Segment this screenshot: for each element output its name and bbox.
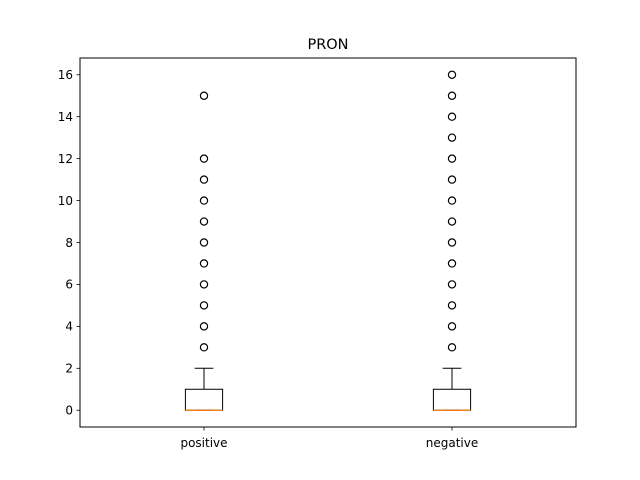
- outlier-point: [199, 280, 209, 289]
- outlier-point: [447, 343, 457, 352]
- x-tick-label: positive: [180, 436, 227, 450]
- outlier-point: [447, 301, 457, 310]
- outlier-point: [447, 154, 457, 163]
- outlier-point: [199, 154, 209, 163]
- outlier-point: [447, 112, 457, 121]
- outlier-point: [447, 196, 457, 205]
- outlier-point: [447, 322, 457, 331]
- chart-title: PRON: [307, 37, 348, 53]
- outlier-point: [447, 175, 457, 184]
- outlier-point: [447, 70, 457, 79]
- outlier-point: [199, 175, 209, 184]
- y-tick-label: 16: [58, 68, 73, 82]
- outlier-point: [199, 343, 209, 352]
- outlier-point: [447, 280, 457, 289]
- outlier-point: [199, 91, 209, 100]
- outlier-point: [447, 91, 457, 100]
- outlier-point: [447, 238, 457, 247]
- plot-area: [184, 70, 472, 411]
- y-tick-label: 0: [65, 404, 73, 418]
- y-tick-label: 12: [58, 152, 73, 166]
- y-tick-label: 2: [65, 362, 73, 376]
- outlier-point: [199, 196, 209, 205]
- outlier-point: [199, 322, 209, 331]
- outlier-point: [199, 259, 209, 268]
- outlier-point: [199, 217, 209, 226]
- outlier-point: [199, 301, 209, 310]
- y-tick-label: 6: [65, 278, 73, 292]
- outlier-point: [447, 133, 457, 142]
- y-tick-label: 14: [58, 110, 73, 124]
- outlier-point: [199, 238, 209, 247]
- outlier-point: [447, 259, 457, 268]
- x-tick-label: negative: [426, 436, 478, 450]
- y-tick-label: 10: [58, 194, 73, 208]
- box-group: [184, 91, 224, 411]
- box-group: [432, 70, 472, 411]
- y-tick-label: 8: [65, 236, 73, 250]
- outlier-point: [447, 217, 457, 226]
- y-tick-label: 4: [65, 320, 73, 334]
